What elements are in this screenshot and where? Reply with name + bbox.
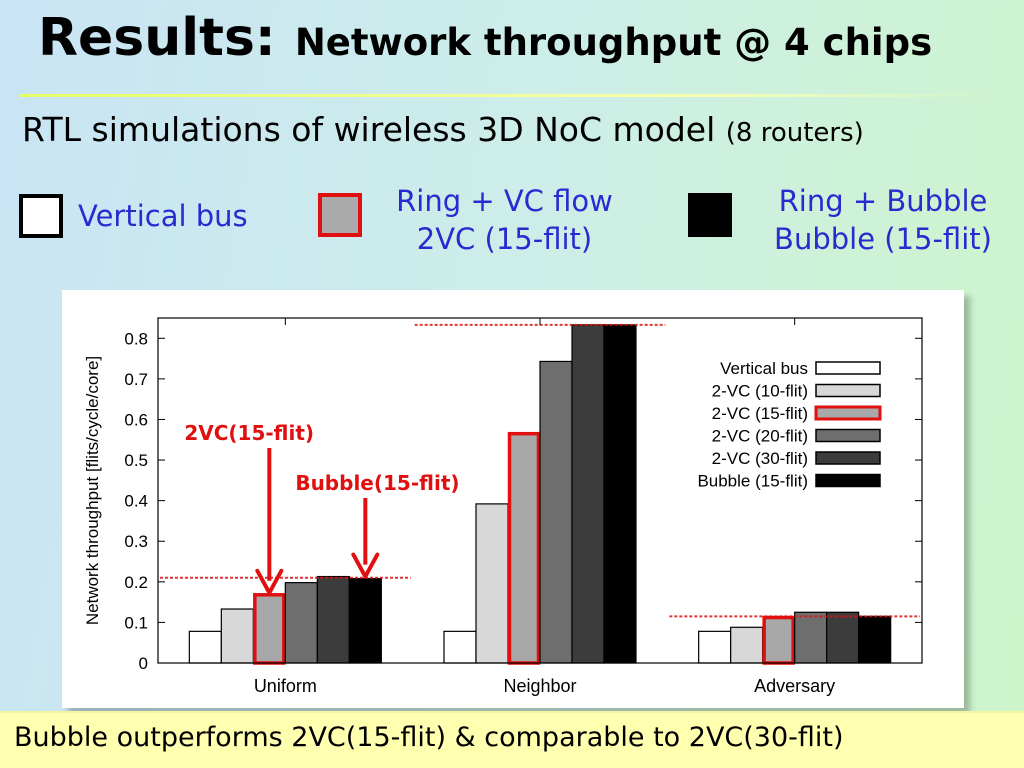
bar-neighbor-2-vc-20-flit — [539, 360, 573, 664]
top-legend-label-ring-bubble: Ring + Bubble Bubble (15-flit) — [752, 182, 1014, 258]
legend-label-vertical-bus: Vertical bus — [720, 359, 808, 378]
bar-adversary-bubble-15-flit — [858, 615, 892, 664]
slide-subtitle-main: RTL simulations of wireless 3D NoC model — [22, 110, 716, 149]
top-legend-swatch-vertical-bus — [19, 194, 63, 238]
x-tick-label-uniform: Uniform — [254, 676, 317, 696]
chart-legend: Vertical bus 2-VC (10-flit) 2-VC (15-flit)… — [697, 359, 882, 491]
bar-adversary-2-vc-20-flit — [794, 611, 828, 664]
bar-neighbor-2-vc-10-flit — [475, 503, 509, 664]
bar-neighbor-2-vc-15-flit — [507, 431, 541, 665]
legend-swatch-2-vc-20-flit — [815, 428, 881, 443]
legend-label-2-vc-20-flit: 2-VC (20-flit) — [712, 427, 808, 446]
title-divider — [20, 94, 1000, 97]
slide-subtitle-note: (8 routers) — [725, 118, 864, 148]
footer-banner: Bubble outperforms 2VC(15-flit) & compar… — [0, 711, 1024, 768]
y-axis-label: Network throughput [flits/cycle/core] — [83, 356, 102, 625]
top-legend-label-ring-vc-line2: 2VC (15-flit) — [416, 222, 593, 256]
bar-uniform-2-vc-15-flit — [253, 593, 286, 665]
legend-label-2-vc-10-flit: 2-VC (10-flit) — [712, 382, 808, 401]
chart-axes: 0 0.1 0.2 0.3 0.4 0.5 0.6 0.7 0.8 Network through… — [83, 317, 923, 696]
bar-uniform-2-vc-10-flit — [220, 608, 254, 664]
top-legend-label-ring-bubble-line2: Bubble (15-flit) — [774, 222, 992, 256]
top-legend-label-vertical-bus-line1: Vertical bus — [78, 199, 248, 233]
throughput-chart: 0 0.1 0.2 0.3 0.4 0.5 0.6 0.7 0.8 Network through… — [83, 317, 923, 696]
y-tick-label: 0.2 — [124, 573, 148, 592]
y-tick-label: 0.3 — [124, 532, 148, 551]
annotation-arrow-bubble-head — [351, 552, 380, 579]
bar-adversary-2-vc-15-flit — [762, 615, 795, 665]
bar-uniform-2-vc-20-flit — [284, 582, 318, 664]
legend-label-2-vc-15-flit: 2-VC (15-flit) — [712, 404, 808, 423]
chart-annotations: 2VC(15-flit) Bubble(15-flit) — [184, 421, 460, 595]
annotation-2vc-15-flit: 2VC(15-flit) — [184, 421, 314, 445]
bar-uniform-bubble-15-flit — [348, 577, 382, 664]
slide-title-main: Results: — [38, 8, 276, 68]
bar-adversary-2-vc-30-flit — [826, 611, 860, 664]
bar-uniform-2-vc-30-flit — [316, 575, 350, 664]
top-legend-label-vertical-bus: Vertical bus — [78, 197, 248, 235]
top-legend-swatch-ring-vc — [318, 193, 362, 237]
y-tick-label: 0.7 — [124, 370, 148, 389]
top-legend-label-ring-vc-line1: Ring + VC flow — [396, 184, 613, 218]
y-tick-label: 0.4 — [124, 492, 148, 511]
slide-subtitle: RTL simulations of wireless 3D NoC model… — [22, 110, 864, 149]
legend-label-bubble-15-flit: Bubble (15-flit) — [697, 472, 808, 491]
top-legend-label-ring-vc: Ring + VC flow 2VC (15-flit) — [382, 182, 627, 258]
annotation-arrow-2vc-head — [255, 568, 284, 595]
x-tick-label-adversary: Adversary — [754, 676, 835, 696]
bar-uniform-vertical-bus — [188, 630, 222, 664]
y-tick-label: 0.6 — [124, 410, 148, 429]
y-tick-label: 0 — [139, 654, 148, 673]
bar-adversary-2-vc-10-flit — [730, 626, 764, 664]
bar-neighbor-2-vc-30-flit — [571, 324, 605, 664]
y-tick-label: 0.1 — [124, 613, 148, 632]
y-tick-label: 0.5 — [124, 451, 148, 470]
bar-neighbor-vertical-bus — [443, 630, 477, 664]
legend-swatch-vertical-bus — [815, 361, 881, 375]
legend-swatch-2-vc-15-flit — [814, 405, 882, 421]
chart-panel: 0 0.1 0.2 0.3 0.4 0.5 0.6 0.7 0.8 Network through… — [62, 290, 964, 708]
slide-title-sub: Network throughput @ 4 chips — [294, 21, 933, 64]
legend-swatch-2-vc-10-flit — [815, 383, 881, 398]
x-tick-label-neighbor: Neighbor — [503, 676, 576, 696]
legend-swatch-2-vc-30-flit — [815, 451, 881, 465]
legend-label-2-vc-30-flit: 2-VC (30-flit) — [712, 449, 808, 468]
top-legend-swatch-ring-bubble — [688, 193, 732, 237]
legend-swatch-bubble-15-flit — [815, 473, 881, 488]
slide-title: Results: Network throughput @ 4 chips — [38, 8, 932, 68]
bar-adversary-vertical-bus — [698, 630, 732, 664]
footer-text: Bubble outperforms 2VC(15-flit) & compar… — [14, 722, 844, 753]
y-tick-label: 0.8 — [124, 329, 148, 348]
bar-neighbor-bubble-15-flit — [603, 324, 637, 664]
top-legend-label-ring-bubble-line1: Ring + Bubble — [778, 184, 988, 218]
annotation-bubble-15-flit: Bubble(15-flit) — [295, 471, 459, 495]
